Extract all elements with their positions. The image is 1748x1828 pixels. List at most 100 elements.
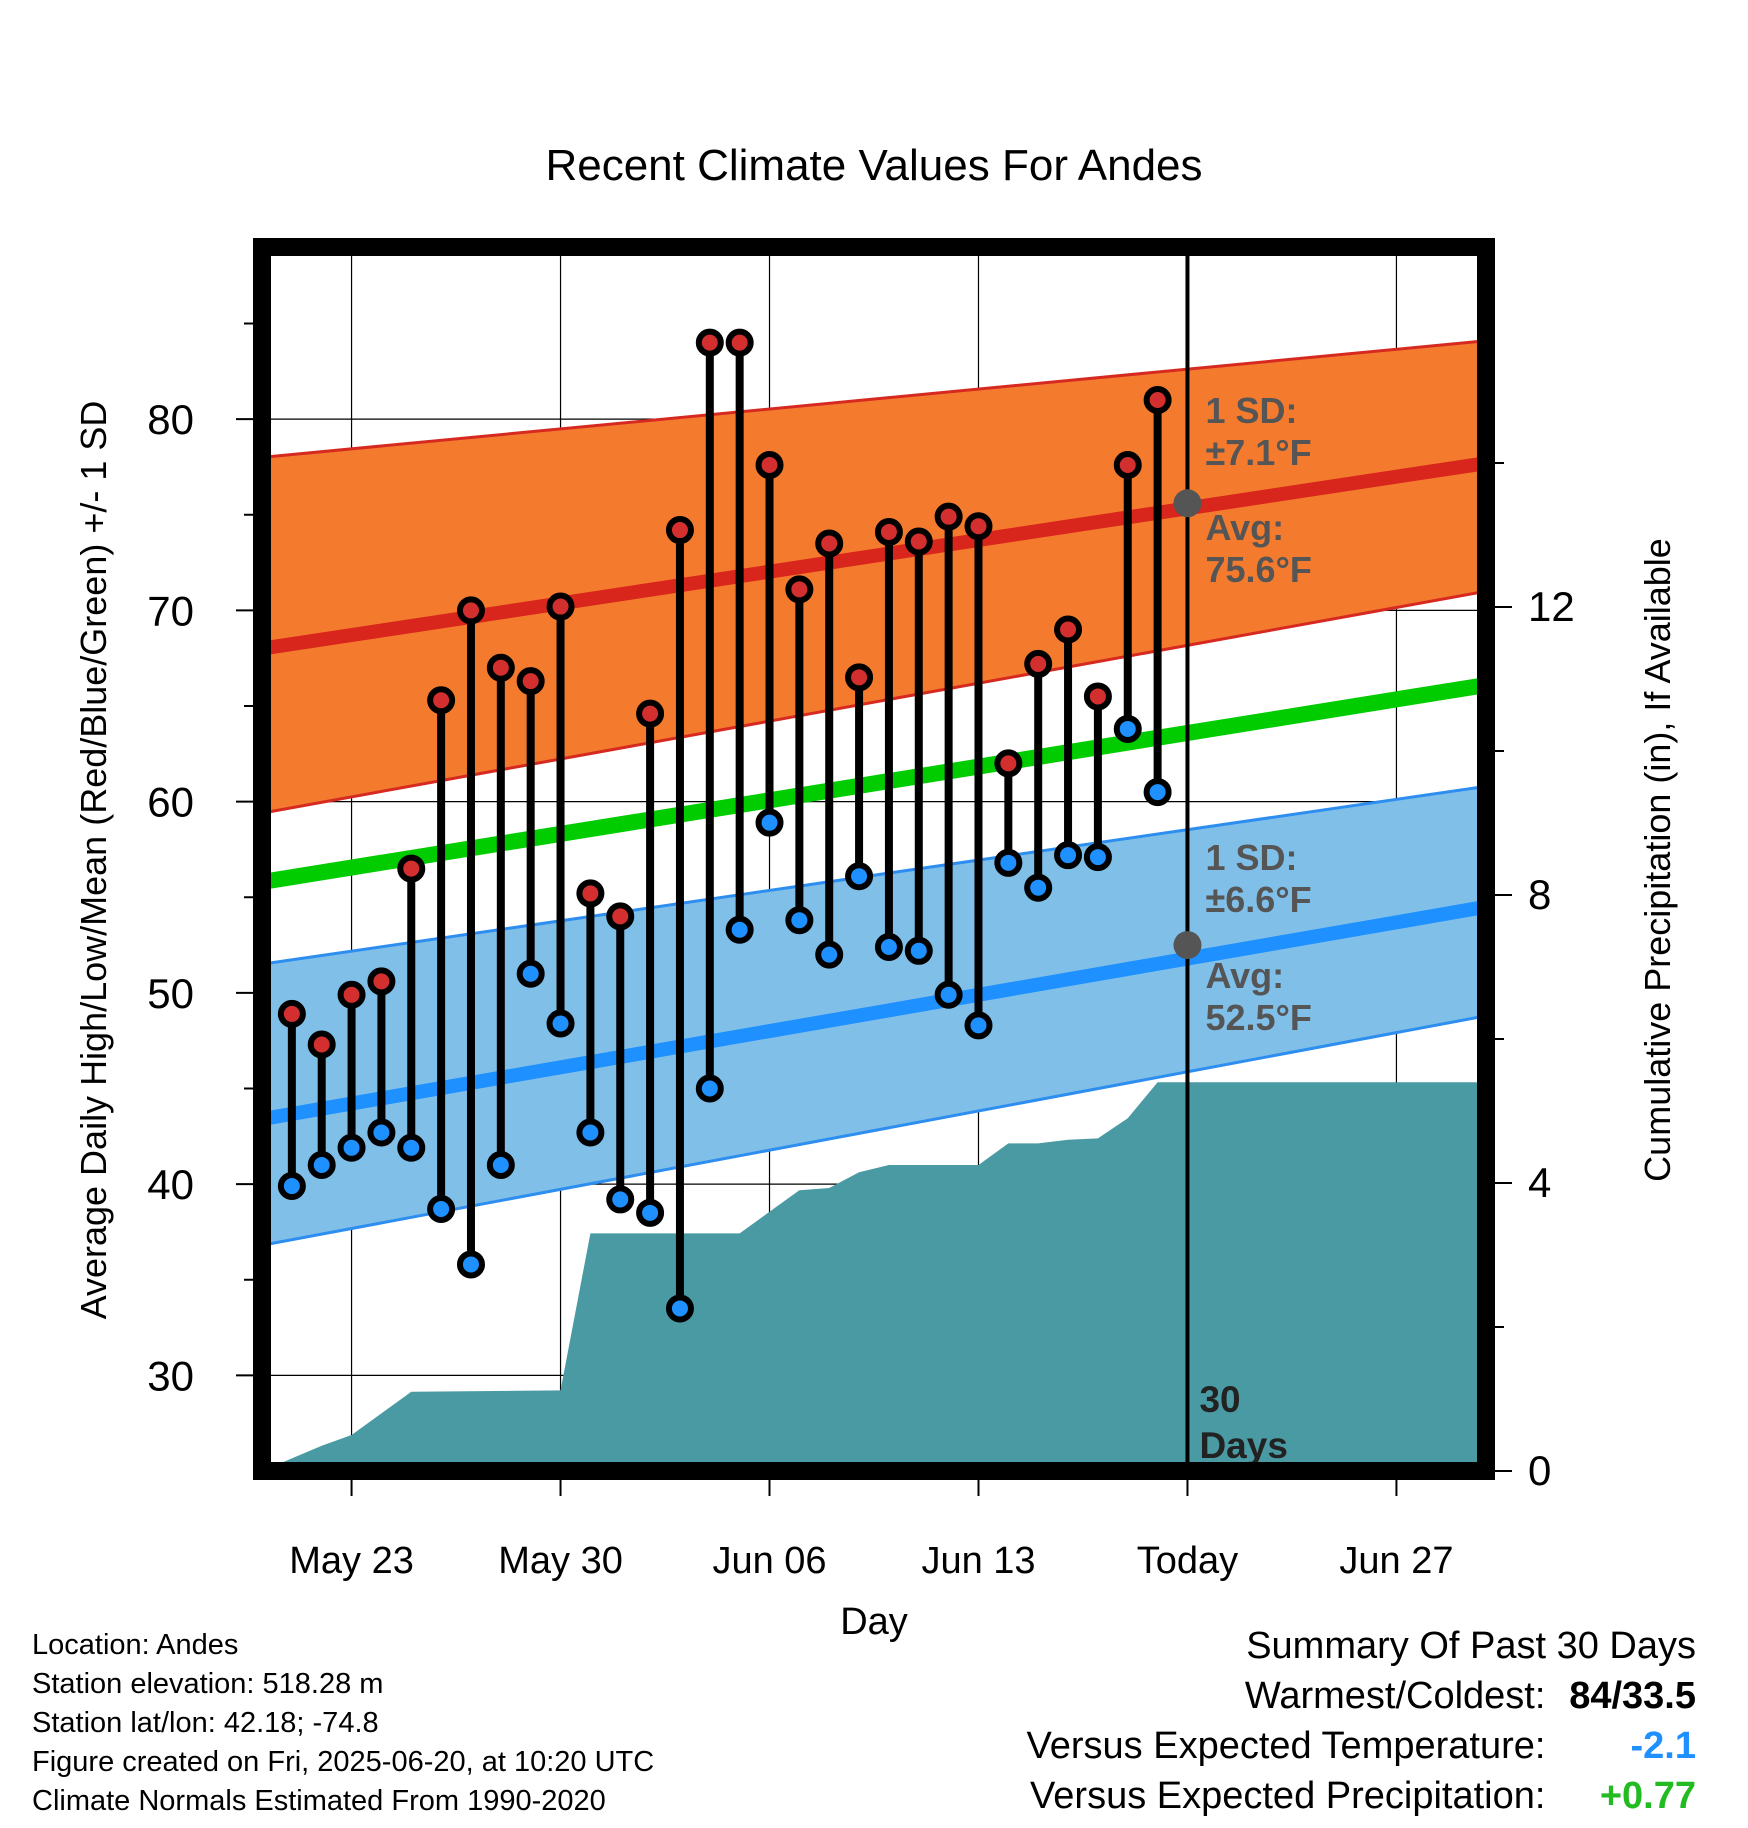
- daily-high-point: [874, 517, 903, 546]
- daily-high-point: [1024, 649, 1053, 678]
- daily-high-point: [636, 699, 665, 728]
- daily-high-point: [367, 967, 396, 996]
- low-sd-annotation: 1 SD: ±6.6°F: [1205, 837, 1311, 920]
- daily-high-point: [665, 516, 694, 545]
- high-avg-annotation-line: 75.6°F: [1205, 549, 1311, 590]
- daily-low-point: [636, 1198, 665, 1227]
- daily-low-point: [277, 1172, 306, 1201]
- normals-text: Climate Normals Estimated From 1990-2020: [32, 1785, 606, 1817]
- location-text: Location: Andes: [32, 1629, 239, 1661]
- y-axis-label: Average Daily High/Low/Mean (Red/Blue/Gr…: [73, 401, 114, 1320]
- daily-high-point: [277, 999, 306, 1028]
- warmest-label: Warmest/Coldest:: [1244, 1675, 1546, 1717]
- daily-high-point: [456, 596, 485, 625]
- high-avg-annotation-line: Avg:: [1205, 507, 1284, 548]
- low-normal-line: [262, 899, 1486, 1126]
- daily-low-point: [755, 808, 784, 837]
- latlon-text: Station lat/lon: 42.18; -74.8: [32, 1707, 379, 1739]
- y-tick-label: 60: [147, 779, 194, 826]
- daily-high-point: [964, 512, 993, 541]
- x-tick-label: Today: [1137, 1540, 1238, 1582]
- high-sd-band-upper-edge: [262, 339, 1486, 459]
- daily-low-point: [307, 1151, 336, 1179]
- daily-high-point: [994, 749, 1023, 778]
- daily-high-point: [845, 663, 874, 692]
- daily-low-point: [427, 1194, 456, 1223]
- precip-anomaly-value: +0.77: [1599, 1775, 1696, 1817]
- temp-anomaly-value: -2.1: [1630, 1725, 1696, 1767]
- daily-high-point: [934, 502, 963, 531]
- daily-high-point: [1054, 615, 1083, 644]
- axes: 30 40 50 60 70 80 0 4 8 12 May 23 May 30 Jun 06 Jun 1…: [147, 322, 1575, 1582]
- low-sd-annotation-line: ±6.6°F: [1205, 879, 1311, 920]
- low-avg-annotation-line: Avg:: [1205, 955, 1284, 996]
- precip-label: Versus Expected Precipitation:: [1030, 1775, 1546, 1817]
- daily-high-point: [307, 1030, 336, 1059]
- station-info: Location: Andes Station elevation: 518.2…: [32, 1626, 654, 1821]
- high-avg-annotation: Avg: 75.6°F: [1205, 507, 1311, 590]
- summary-title: Summary Of Past 30 Days: [1246, 1625, 1696, 1667]
- low-sd-band-lower-edge: [262, 1014, 1486, 1247]
- daily-low-point: [1024, 873, 1053, 902]
- low-sd-annotation-line: 1 SD:: [1205, 837, 1297, 878]
- daily-high-point: [755, 451, 784, 480]
- y-tick-label: 40: [147, 1161, 194, 1208]
- x-tick-label: May 30: [498, 1540, 623, 1582]
- daily-low-point: [546, 1009, 575, 1038]
- x-axis-label: Day: [840, 1601, 908, 1643]
- x-tick-label: Jun 13: [921, 1540, 1035, 1582]
- y-tick-label: 80: [147, 396, 194, 443]
- x-tick-label: Jun 27: [1339, 1540, 1453, 1582]
- y2-tick-label: 4: [1528, 1159, 1551, 1206]
- daily-low-point: [725, 915, 754, 944]
- chart-title: Recent Climate Values For Andes: [545, 141, 1202, 190]
- mean-normal-line: [262, 677, 1486, 890]
- daily-high-point: [785, 575, 814, 604]
- high-sd-annotation: 1 SD: ±7.1°F: [1205, 390, 1311, 473]
- daily-low-point: [516, 959, 545, 988]
- daily-low-point: [1113, 714, 1142, 743]
- temp-label: Versus Expected Temperature:: [1026, 1725, 1546, 1767]
- today-days-label: 30 Days: [1199, 1379, 1287, 1466]
- daily-high-point: [815, 529, 844, 558]
- y-tick-label: 30: [147, 1352, 194, 1399]
- plot-frame: [253, 238, 1495, 1480]
- daily-high-point: [516, 667, 545, 696]
- daily-high-point: [337, 980, 366, 1009]
- daily-high-point: [725, 328, 754, 357]
- daily-high-point: [486, 653, 515, 682]
- daily-high-low-series: [277, 328, 1172, 1323]
- daily-high-point: [1083, 682, 1112, 711]
- low-avg-annotation-line: 52.5°F: [1205, 997, 1311, 1038]
- daily-high-point: [695, 328, 724, 357]
- daily-high-point: [397, 854, 426, 883]
- daily-low-point: [1143, 778, 1172, 807]
- daily-low-point: [367, 1118, 396, 1147]
- daily-low-point: [1083, 843, 1112, 872]
- daily-high-point: [1143, 386, 1172, 414]
- high-sd-annotation-line: ±7.1°F: [1205, 432, 1311, 473]
- daily-low-point: [695, 1074, 724, 1103]
- created-text: Figure created on Fri, 2025-06-20, at 10…: [32, 1746, 655, 1778]
- summary-temp-row: Versus Expected Temperature: -2.1: [1027, 1721, 1696, 1771]
- high-sd-band-lower-edge: [262, 589, 1486, 815]
- daily-high-point: [904, 527, 933, 556]
- precip-area: [262, 1082, 1486, 1471]
- today-marker: 30 Days: [1185, 247, 1288, 1471]
- daily-low-point: [785, 906, 814, 935]
- high-sd-annotation-line: 1 SD:: [1205, 390, 1297, 431]
- daily-high-point: [576, 879, 605, 908]
- y-tick-label: 50: [147, 970, 194, 1017]
- daily-low-point: [904, 936, 933, 965]
- daily-low-point: [934, 980, 963, 1009]
- daily-low-point: [456, 1250, 485, 1279]
- y2-axis-label: Cumulative Precipitation (in), If Availa…: [1637, 538, 1678, 1182]
- x-tick-label: Jun 06: [712, 1540, 826, 1582]
- daily-low-point: [964, 1011, 993, 1040]
- daily-low-point: [665, 1294, 694, 1323]
- daily-low-point: [576, 1118, 605, 1147]
- y-tick-label: 70: [147, 587, 194, 634]
- summary-panel: Summary Of Past 30 Days Warmest/Coldest:…: [1027, 1621, 1696, 1821]
